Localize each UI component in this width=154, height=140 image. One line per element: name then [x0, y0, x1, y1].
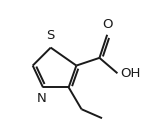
Text: S: S: [47, 29, 55, 42]
Text: O: O: [102, 18, 112, 31]
Text: OH: OH: [121, 67, 141, 80]
Text: N: N: [37, 92, 47, 105]
